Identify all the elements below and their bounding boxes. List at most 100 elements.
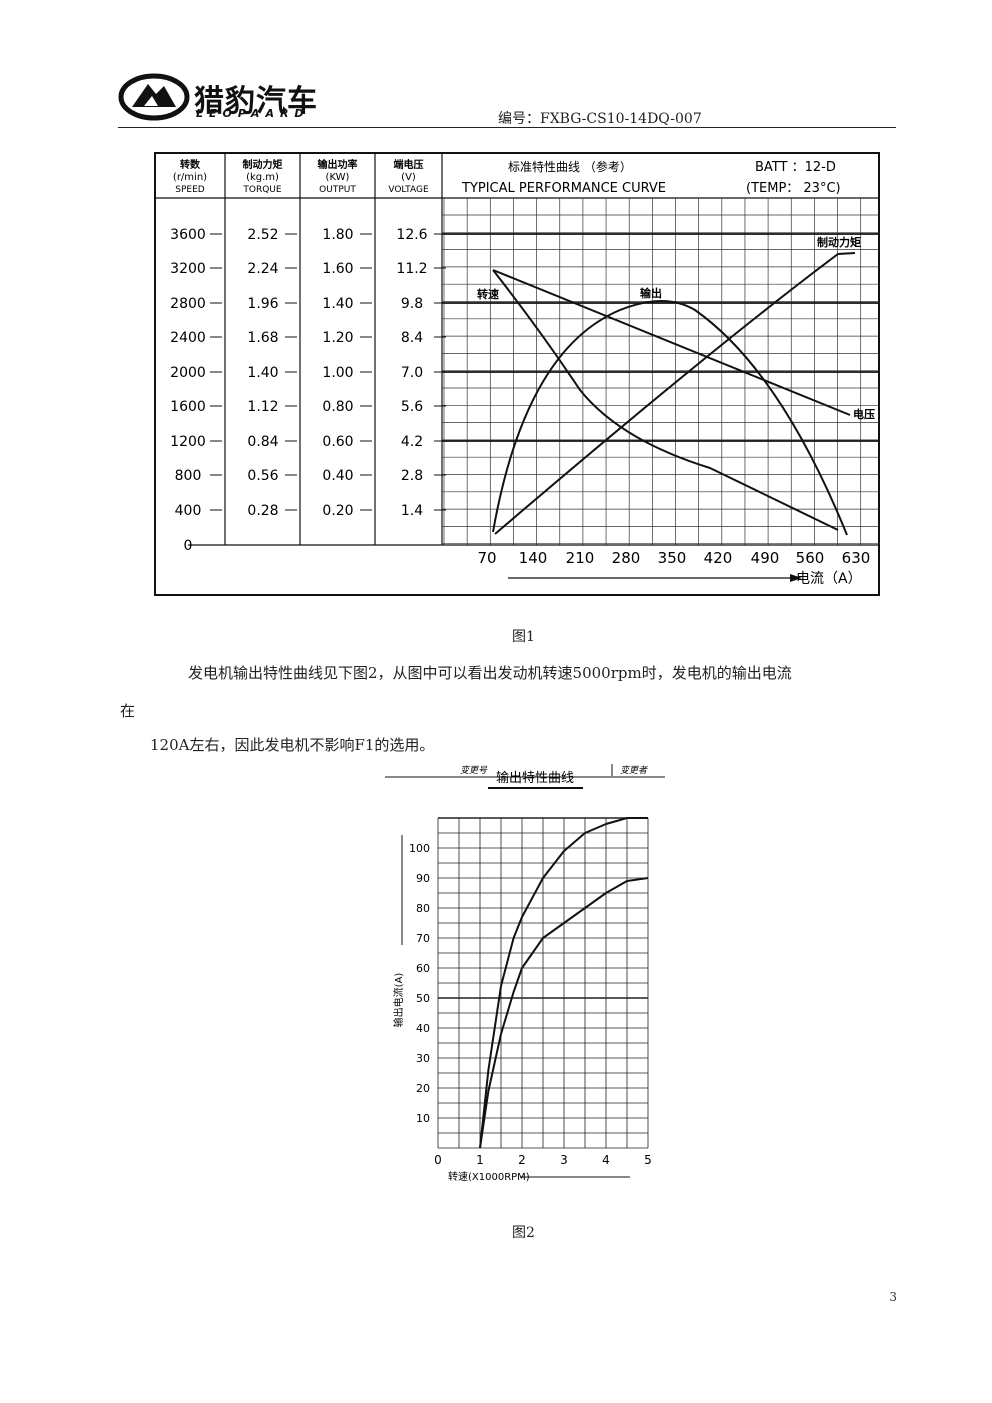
y-tick-label: 0.60 (322, 434, 353, 450)
y-tick-label: 70 (416, 932, 430, 945)
speed-curve (492, 269, 839, 531)
figure1-performance-chart: 转数(r/min)SPEED制动力矩(kg.m)TORQUE输出功率(KW)OU… (154, 152, 880, 596)
y-tick-label: 0 (184, 538, 193, 554)
y-tick-label: 800 (175, 468, 202, 484)
voltage-label: 电压 (853, 407, 875, 421)
y-tick-label: 3600 (170, 227, 206, 243)
output-series-line-2 (479, 877, 649, 1149)
header-divider (118, 127, 896, 128)
y-tick-label: 5.6 (401, 399, 423, 415)
y-tick-label: 10 (416, 1112, 430, 1125)
column-header-en: TORQUE (242, 185, 282, 195)
y-tick-label: 0.56 (247, 468, 278, 484)
x-tick-label: 1 (476, 1153, 484, 1167)
output-label: 输出 (640, 286, 662, 300)
y-tick-label: 2800 (170, 296, 206, 312)
y-tick-label: 11.2 (396, 261, 427, 277)
column-header-unit: (V) (401, 172, 416, 183)
revision-label-right: 变更者 (620, 765, 648, 776)
y-tick-label: 2000 (170, 365, 206, 381)
y-tick-label: 50 (416, 992, 430, 1005)
x-tick-label: 2 (518, 1153, 526, 1167)
y-tick-label: 1.68 (247, 330, 278, 346)
x-tick-label: 3 (560, 1153, 568, 1167)
output-series-line-1 (479, 817, 648, 1149)
body-text-line3: 120A左右，因此发电机不影响F1的选用。 (150, 736, 435, 754)
column-header-cn: 端电压 (394, 158, 424, 171)
y-tick-label: 2.8 (401, 468, 423, 484)
y-tick-label: 0.80 (322, 399, 353, 415)
y-tick-label: 60 (416, 962, 430, 975)
x-tick-label: 210 (566, 549, 595, 567)
x-axis-label: 电流（A） (796, 571, 862, 587)
y-tick-label: 80 (416, 902, 430, 915)
column-header-en: VOLTAGE (388, 185, 429, 195)
y-tick-label: 0.28 (247, 503, 278, 519)
y-tick-label: 1.60 (322, 261, 353, 277)
y-tick-label: 40 (416, 1022, 430, 1035)
y-tick-label: 1.20 (322, 330, 353, 346)
x-axis-label: 转速(X1000RPM) (448, 1170, 530, 1183)
logo-chinese-name: 猎豹汽车 (194, 84, 318, 119)
figure1-caption: 图1 (512, 629, 535, 645)
figure2-title: 输出特性曲线 (496, 770, 574, 786)
company-logo: 猎豹汽车 LEOPAARD (118, 70, 348, 126)
figure2-caption: 图2 (512, 1225, 535, 1241)
y-tick-label: 0.20 (322, 503, 353, 519)
document-number: 编号：FXBG-CS10-14DQ-007 (498, 111, 702, 127)
chart-frame (154, 152, 880, 596)
y-tick-label: 90 (416, 872, 430, 885)
y-tick-label: 1.4 (401, 503, 423, 519)
x-tick-label: 5 (644, 1153, 652, 1167)
battery-label: BATT ：12-D (755, 160, 836, 175)
y-tick-label: 3200 (170, 261, 206, 277)
y-tick-label: 400 (175, 503, 202, 519)
y-tick-label: 1.40 (247, 365, 278, 381)
voltage-curve (492, 269, 851, 416)
y-tick-label: 2.52 (247, 227, 278, 243)
column-header-cn: 转数 (180, 158, 201, 171)
chart-title-en: TYPICAL PERFORMANCE CURVE (461, 181, 666, 196)
x-tick-label: 140 (519, 549, 548, 567)
torque-label: 制动力矩 (817, 235, 861, 249)
column-header-unit: (r/min) (173, 172, 207, 183)
logo-english-name: LEOPAARD (196, 107, 310, 120)
y-tick-label: 12.6 (396, 227, 427, 243)
y-axis-label: 输出电流(A) (392, 973, 405, 1028)
y-tick-label: 1.12 (247, 399, 278, 415)
x-tick-label: 560 (796, 549, 825, 567)
x-tick-label: 630 (842, 549, 871, 567)
y-tick-label: 30 (416, 1052, 430, 1065)
y-tick-label: 7.0 (401, 365, 423, 381)
column-header-en: SPEED (175, 185, 205, 195)
body-text-line1: 发电机输出特性曲线见下图2，从图中可以看出发动机转速5000rpm时，发电机的输… (188, 664, 792, 682)
x-tick-label: 280 (612, 549, 641, 567)
y-tick-label: 0.84 (247, 434, 278, 450)
x-tick-label: 0 (434, 1153, 442, 1167)
figure2-output-chart: 变更号 变更者 输出特性曲线 10 20 30 40 50 60 70 80 90 100 0 1 2 3 4 5 输… (385, 764, 665, 1183)
output-curve (492, 300, 848, 536)
y-tick-label: 1.96 (247, 296, 278, 312)
y-tick-label: 1.00 (322, 365, 353, 381)
temperature-label: (TEMP： 23°C) (746, 181, 841, 196)
y-tick-label: 2400 (170, 330, 206, 346)
y-tick-label: 9.8 (401, 296, 423, 312)
x-tick-label: 350 (658, 549, 687, 567)
x-tick-label: 70 (477, 549, 496, 567)
chart-title-cn: 标准特性曲线 （参考） (508, 159, 632, 174)
torque-curve (494, 252, 856, 535)
x-tick-label: 490 (751, 549, 780, 567)
body-text-line2: 在 (120, 702, 136, 720)
y-tick-label: 8.4 (401, 330, 423, 346)
x-tick-label: 420 (704, 549, 733, 567)
leopaard-emblem-icon (118, 73, 190, 121)
x-tick-label: 4 (602, 1153, 610, 1167)
column-header-cn: 输出功率 (318, 158, 358, 171)
speed-label: 转速 (477, 287, 499, 301)
column-header-unit: (kg.m) (246, 172, 279, 183)
y-tick-label: 1600 (170, 399, 206, 415)
y-tick-label: 100 (409, 842, 430, 855)
y-tick-label: 4.2 (401, 434, 423, 450)
column-header-cn: 制动力矩 (243, 158, 283, 171)
y-tick-label: 0.40 (322, 468, 353, 484)
